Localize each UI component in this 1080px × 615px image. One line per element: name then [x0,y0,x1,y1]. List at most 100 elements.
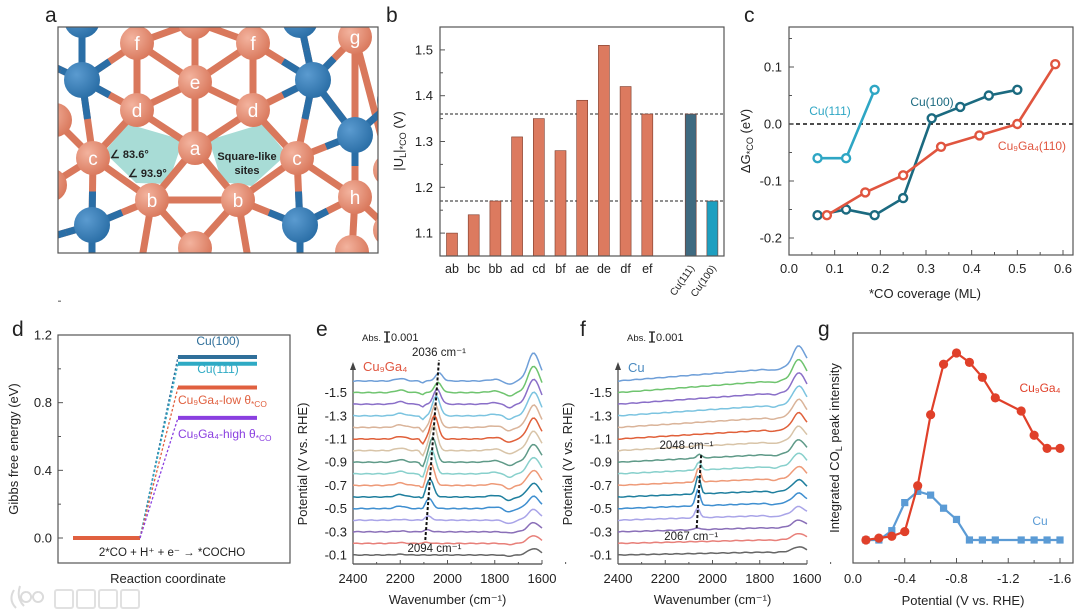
x-tick-label: 1600 [793,571,822,586]
y-axis-arrow-icon [350,362,356,370]
structure-content: f f g e d d a c c b b h ∠ 83.6° ∠ 93.9° Square-like sit… [58,27,378,253]
watermark-logo [10,585,140,609]
x-axis-label: *CO coverage (ML) [869,286,981,301]
plot-frame-d [57,334,291,564]
spectrum-trace [352,478,543,502]
x-tick-label: ae [575,262,589,276]
spectrum-trace [352,352,543,385]
y-tick-label: -0.9 [325,455,347,470]
cu-atom [338,180,372,214]
data-point [1012,118,1023,130]
y-tick-label: 0.8 [34,395,52,410]
y-tick-label: 1.5 [415,42,433,57]
spectrum-trace [352,535,543,546]
level-label-part: Cu(111) [197,362,239,376]
cu-atom [135,183,169,217]
bond [351,36,378,139]
angle-label: ∠ 83.6° [110,149,149,161]
y-tick-label: -0.1 [590,548,612,563]
data-point [964,357,975,367]
spectrum-trace [617,372,808,405]
cu-atom [221,183,255,217]
sample-label: Cu [628,360,645,375]
atom-label: d [248,101,259,122]
level-label-part: Cu₉Ga₄-high θ [178,427,256,441]
y-axis-label-part: *CO [398,132,408,149]
cu-atom [236,93,270,127]
data-point [1012,84,1023,96]
y-axis-label-part: *CO [745,137,755,154]
spectrum-trace [352,436,543,468]
series-label: Cu₉Ga₄ [1019,381,1060,395]
peak-annotation: 2048 cm⁻¹ [660,440,714,452]
x-tick-label: 0.1 [826,261,844,276]
spectrum-trace [617,505,808,522]
y-tick-label: -0.5 [325,501,347,516]
data-point [840,204,852,215]
cu-atom [120,93,154,127]
y-tick-label: -1.3 [590,408,612,423]
x-tick-label: ab [445,262,459,276]
x-tick-label: 1800 [480,571,509,586]
spectrum-trace [617,452,808,475]
ga-atom [283,27,317,38]
y-axis-label-part: L [398,153,408,158]
x-tick-label: 2000 [698,571,727,586]
watermark-glyph [76,589,96,609]
panel-label: b [386,4,398,27]
spectrum-trace [352,521,543,534]
plot-frame-g [852,332,1074,564]
x-tick-label: 1600 [528,571,557,586]
cu-atom [335,235,369,253]
x-tick-label: 2200 [386,571,415,586]
atom-label: d [132,101,143,122]
ga-atom [295,62,331,98]
atom-label: b [147,191,158,212]
y-tick-label: -0.5 [590,501,612,516]
bar-bc [467,214,480,257]
y-axis-arrow-icon [615,362,621,370]
data-point [952,515,961,524]
site-label: sites [234,165,259,177]
panel-label: d [12,318,24,341]
y-tick-label: 1.3 [415,134,433,149]
spectrum-trace [617,488,808,510]
cu-atom [236,27,270,60]
spectrum-trace [617,546,808,556]
bar-bf [554,150,567,257]
peak-annotation: 2067 cm⁻¹ [664,531,718,543]
crystal-structure-panel: f f g e d d a c c b b h ∠ 83.6° ∠ 93.9° Square-like sit… [58,27,378,253]
series-label: Cu₉Ga₄(110) [998,139,1066,153]
data-point [869,84,880,96]
spectrum-trace [617,519,808,533]
x-tick-label: cd [532,262,545,276]
bar-ef [641,113,654,257]
square-site-right [209,124,287,186]
spectrum-trace [617,532,808,545]
y-axis-label-part: peak intensity [827,363,842,447]
panel-label: e [316,318,328,341]
y-axis-label-part: (eV) [738,109,753,137]
y-axis-label-part: | [391,149,406,152]
bar-de [598,45,610,257]
cu-atom [120,27,154,60]
spectrum-trace [617,345,808,383]
peak-annotation: 2094 cm⁻¹ [407,543,461,555]
cu-atom [373,217,378,243]
ga-atom [337,117,373,153]
bar-ad [511,136,523,257]
y-tick-label: 1.2 [415,180,433,195]
x-tick-label: 0.5 [1008,261,1026,276]
y-tick-label: -0.7 [325,478,347,493]
transition-connector [139,363,179,539]
data-point [951,348,962,358]
data-point [840,152,852,164]
cu-atom [58,170,67,200]
level-label: Cu(100) [196,334,239,348]
x-tick-label: 2200 [651,571,680,586]
x-tick-label: -0.4 [894,571,916,586]
cu-atom [178,27,212,39]
bar-Cu(111) [684,113,697,257]
data-point [901,499,909,507]
cu-atom [58,103,72,137]
